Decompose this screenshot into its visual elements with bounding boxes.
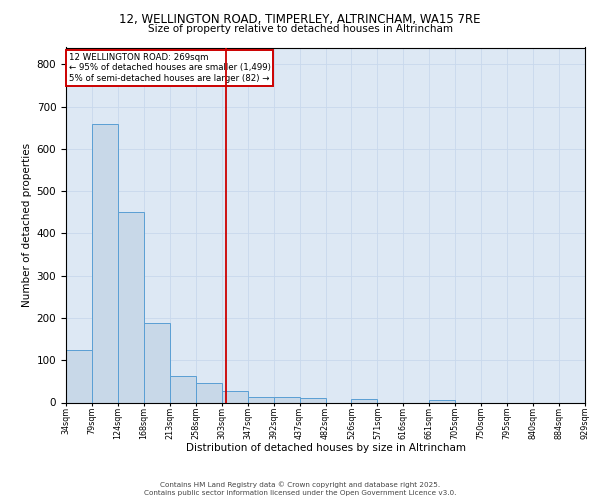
Bar	[274, 398, 299, 402]
Text: 12, WELLINGTON ROAD, TIMPERLEY, ALTRINCHAM, WA15 7RE: 12, WELLINGTON ROAD, TIMPERLEY, ALTRINCH…	[119, 12, 481, 26]
Text: Size of property relative to detached houses in Altrincham: Size of property relative to detached ho…	[148, 24, 452, 34]
Text: Contains HM Land Registry data © Crown copyright and database right 2025.: Contains HM Land Registry data © Crown c…	[160, 481, 440, 488]
Bar	[222, 391, 248, 402]
Text: 12 WELLINGTON ROAD: 269sqm
← 95% of detached houses are smaller (1,499)
5% of se: 12 WELLINGTON ROAD: 269sqm ← 95% of deta…	[68, 53, 271, 82]
Bar	[170, 376, 196, 402]
Bar	[352, 399, 377, 402]
Bar	[248, 398, 274, 402]
Bar	[430, 400, 455, 402]
Bar	[118, 212, 144, 402]
Bar	[144, 323, 170, 402]
Text: Contains public sector information licensed under the Open Government Licence v3: Contains public sector information licen…	[144, 490, 456, 496]
X-axis label: Distribution of detached houses by size in Altrincham: Distribution of detached houses by size …	[185, 444, 466, 454]
Bar	[66, 350, 92, 403]
Bar	[92, 124, 118, 402]
Bar	[299, 398, 325, 402]
Bar	[196, 382, 222, 402]
Y-axis label: Number of detached properties: Number of detached properties	[22, 143, 32, 307]
